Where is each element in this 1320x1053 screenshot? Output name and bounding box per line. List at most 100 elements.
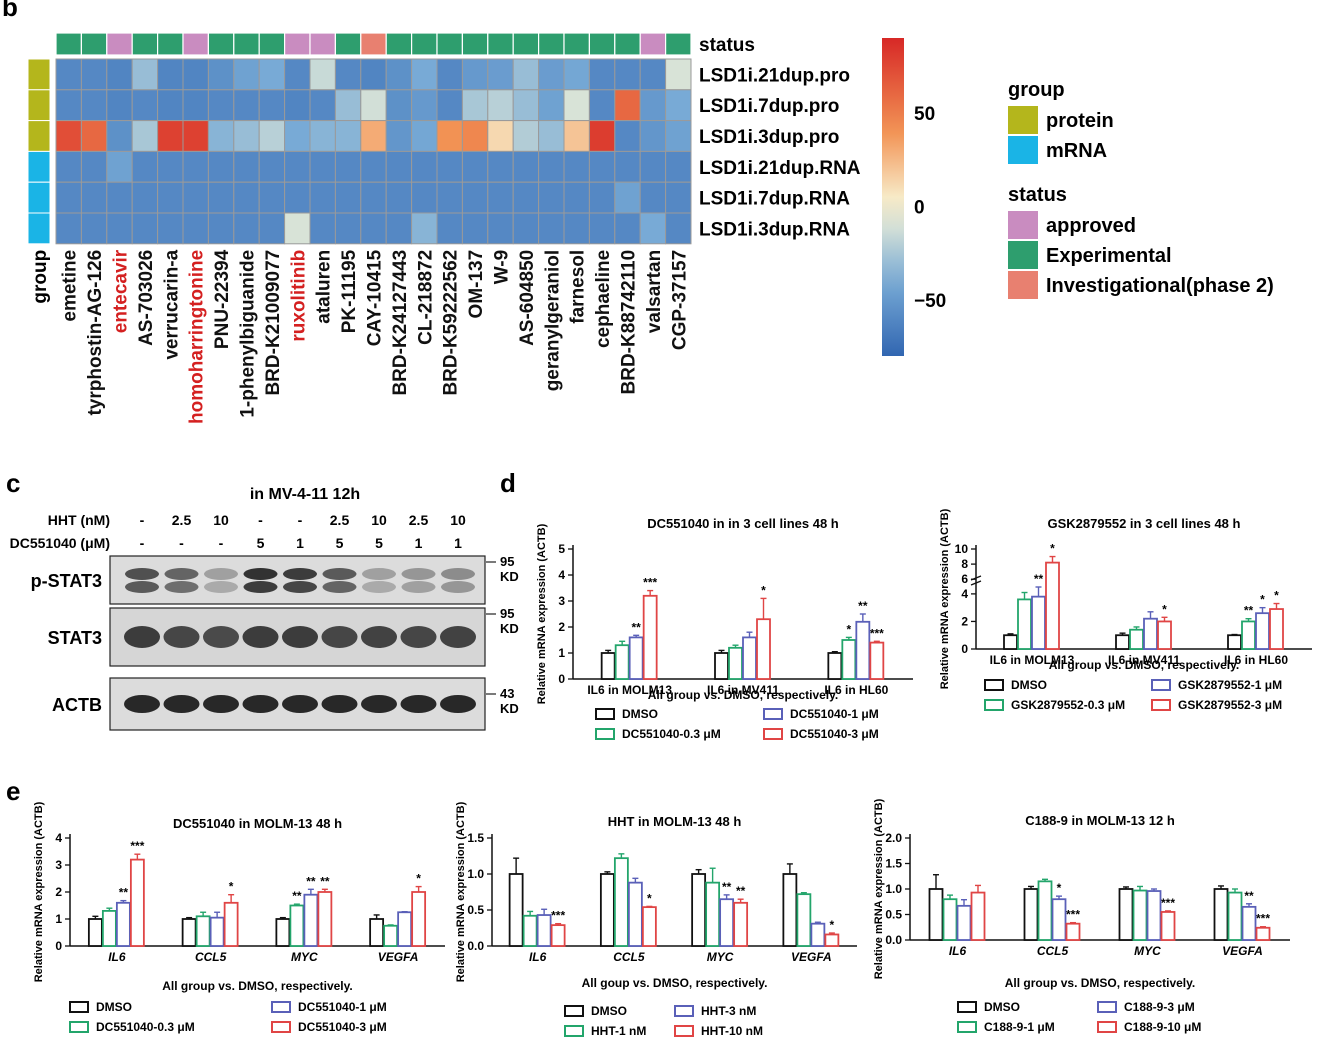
status-cell <box>80 32 108 56</box>
heatmap-cell <box>385 58 413 91</box>
bar <box>1045 561 1060 650</box>
drug-label: verrucarin-a <box>161 249 182 359</box>
heatmap-cell <box>461 58 489 91</box>
y-tick-label: 0.5 <box>467 903 484 917</box>
chart-note: All group vs. DMSO, respectively. <box>162 979 353 993</box>
heatmap-cell <box>131 89 159 122</box>
chart-note: All goup vs. DMSO, respectively. <box>582 976 768 990</box>
status-cell <box>664 32 692 56</box>
bar <box>397 911 413 947</box>
heatmap-cell <box>80 89 108 122</box>
heatmap-cell <box>665 89 692 122</box>
heatmap-cell <box>309 181 336 214</box>
legend-swatch <box>271 1021 291 1033</box>
drug-label: 1-phenylbiguanide <box>238 250 259 418</box>
legend-label: DC551040-3 μM <box>790 727 879 741</box>
heatmap-cell <box>461 150 489 183</box>
drug-label: AS-604850 <box>517 250 538 346</box>
legend-swatch <box>271 1001 291 1013</box>
bar <box>1157 620 1172 650</box>
lane-value: - <box>298 512 303 528</box>
legend-label: mRNA <box>1046 140 1107 162</box>
status-cell <box>512 32 540 56</box>
heatmap-cell <box>233 181 260 214</box>
heatmap-cell <box>106 89 133 122</box>
status-cell <box>157 32 184 56</box>
status-cell <box>411 32 438 56</box>
heatmap-cell <box>411 212 438 245</box>
bar <box>317 891 333 947</box>
chart-d1: DC551040 in in 3 cell lines 48 h 0 1 2 3 4 5 Re… <box>536 516 913 741</box>
bar <box>1143 617 1158 650</box>
heatmap-cell <box>284 150 311 183</box>
bar <box>855 620 871 680</box>
heatmap-cell <box>55 181 82 214</box>
heatmap-cell <box>131 120 159 152</box>
drug-label: CAY-10415 <box>365 249 386 346</box>
bar <box>1115 634 1130 650</box>
status-cell <box>360 32 387 56</box>
chart-note: All group vs. DMSO, respectively. <box>648 688 839 702</box>
heatmap-cell <box>80 58 108 91</box>
heatmap-cell <box>614 58 641 91</box>
heatmap-cell <box>106 150 133 183</box>
drug-label: tyrphostin-AG-126 <box>85 250 106 416</box>
heatmap-cell <box>487 89 514 122</box>
significance-stars: * <box>647 891 652 905</box>
panel-d-label: d <box>500 468 516 498</box>
blot-band <box>163 626 200 648</box>
y-tick-label: 1.5 <box>885 857 902 871</box>
x-tick-label: IL6 in MV411 <box>707 683 779 697</box>
bar <box>1132 889 1148 941</box>
legend-swatch <box>1097 1001 1117 1013</box>
bar <box>691 873 707 947</box>
drug-label: farnesol <box>568 250 589 324</box>
drug-label: AS-703026 <box>136 250 157 346</box>
y-axis-label: Relative mRNA expression (ACTB) <box>455 801 467 982</box>
significance-stars: ** <box>1244 889 1254 903</box>
bar <box>1031 595 1046 650</box>
heatmap-cell <box>665 58 692 91</box>
axis-break <box>970 575 982 581</box>
legend-label: DC551040-3 μM <box>298 1020 387 1034</box>
marker-unit: KD <box>500 621 519 636</box>
x-tick-label: VEGFA <box>791 950 832 964</box>
heatmap-cell <box>614 181 641 214</box>
chart-title: C188-9 in MOLM-13 12 h <box>1025 813 1175 828</box>
heatmap-cell <box>487 181 514 214</box>
legend-swatch <box>1008 211 1038 239</box>
heatmap-cell <box>55 89 82 122</box>
status-cell <box>614 32 641 56</box>
heatmap-cell <box>436 150 463 183</box>
colorbar-tick: −50 <box>914 291 946 312</box>
y-tick-label: 1.5 <box>467 831 484 845</box>
heatmap-cell <box>411 181 438 214</box>
drug-label: ruxolitinib <box>288 250 309 342</box>
heatmap-cell <box>258 181 286 214</box>
marker-unit: KD <box>500 701 519 716</box>
drug-label: geranylgeraniol <box>542 250 563 391</box>
heatmap-cell <box>588 212 616 245</box>
heatmap-cell <box>334 212 362 245</box>
heatmap-cell <box>538 181 565 214</box>
bar <box>1017 598 1032 650</box>
legend-swatch <box>957 1001 977 1013</box>
bar <box>1023 888 1039 941</box>
bar <box>1065 922 1081 941</box>
heatmap-cell <box>80 212 108 245</box>
marker-label: 95 <box>500 554 514 569</box>
status-cell <box>334 32 362 56</box>
row-label: status <box>699 35 755 56</box>
bar <box>742 636 757 680</box>
drug-label: entecavir <box>111 249 132 333</box>
heatmap-cell <box>131 150 159 183</box>
lane-value: 10 <box>371 512 387 528</box>
blot-band <box>361 626 397 648</box>
significance-stars: * <box>1260 593 1265 607</box>
legend-swatch <box>957 1021 977 1033</box>
heatmap-cell <box>233 150 260 183</box>
legend-label: C188-9-10 μM <box>1124 1020 1201 1034</box>
heatmap-cell <box>588 89 616 122</box>
blot-band <box>164 568 199 580</box>
